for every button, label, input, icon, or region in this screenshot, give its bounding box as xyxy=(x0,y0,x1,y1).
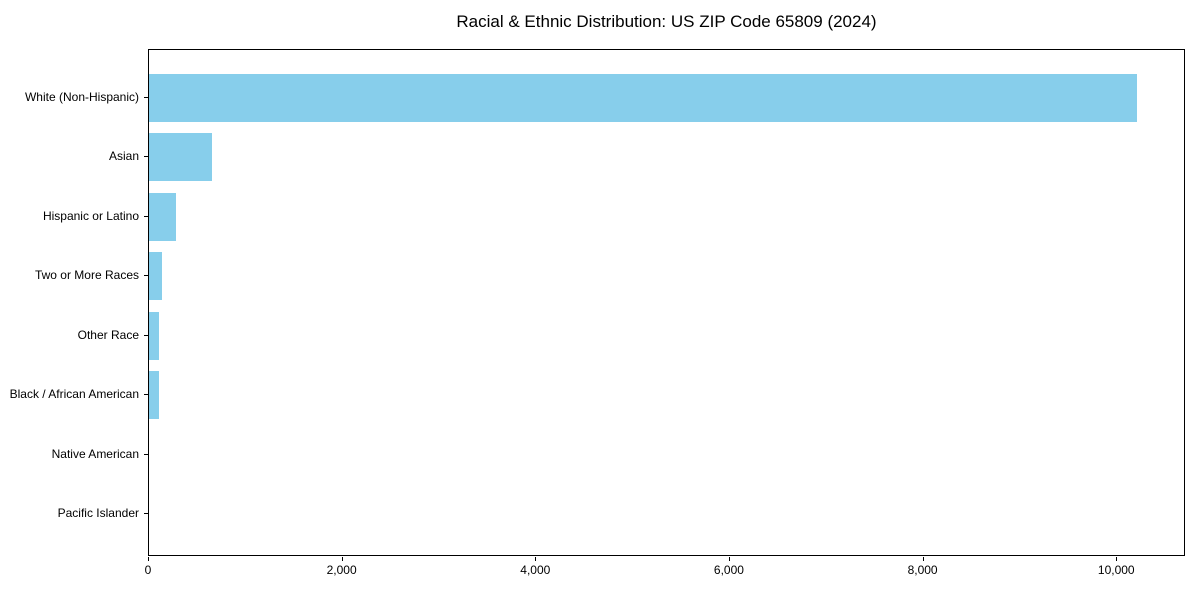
y-tick-label: Asian xyxy=(108,149,139,164)
x-tick-mark xyxy=(341,557,343,561)
x-tick-mark xyxy=(148,557,149,561)
y-tick-mark xyxy=(144,513,148,514)
chart-title: Racial & Ethnic Distribution: US ZIP Cod… xyxy=(456,12,877,31)
x-tick-mark xyxy=(728,557,730,561)
x-tick-mark xyxy=(922,557,924,561)
y-tick-mark xyxy=(144,156,148,158)
x-tick-label: 0 xyxy=(144,563,152,577)
bar xyxy=(149,74,1137,122)
bar xyxy=(149,311,159,360)
y-tick-mark xyxy=(144,453,148,455)
y-tick-mark xyxy=(144,97,148,98)
bar xyxy=(149,192,176,241)
x-tick-label: 4,000 xyxy=(520,563,551,577)
y-tick-mark xyxy=(144,394,148,396)
y-tick-mark xyxy=(144,275,148,277)
y-tick-label: Other Race xyxy=(77,327,139,342)
plot-area xyxy=(148,49,1185,556)
y-tick-label: Hispanic or Latino xyxy=(42,208,139,223)
x-tick-label: 2,000 xyxy=(326,563,357,577)
y-tick-label: Black / African American xyxy=(9,387,139,402)
y-tick-label: Pacific Islander xyxy=(57,506,139,520)
y-tick-mark xyxy=(144,215,148,217)
y-tick-label: Two or More Races xyxy=(34,268,139,283)
x-tick-mark xyxy=(535,557,537,561)
x-tick-label: 8,000 xyxy=(907,563,938,577)
bar xyxy=(149,133,212,182)
y-tick-mark xyxy=(144,334,148,336)
bar xyxy=(149,371,159,420)
bar xyxy=(149,252,162,301)
x-tick-mark xyxy=(1116,557,1118,561)
x-tick-label: 10,000 xyxy=(1097,563,1135,577)
y-tick-label: Native American xyxy=(51,446,139,461)
y-tick-label: White (Non-Hispanic) xyxy=(24,90,139,104)
x-tick-label: 6,000 xyxy=(713,563,744,577)
